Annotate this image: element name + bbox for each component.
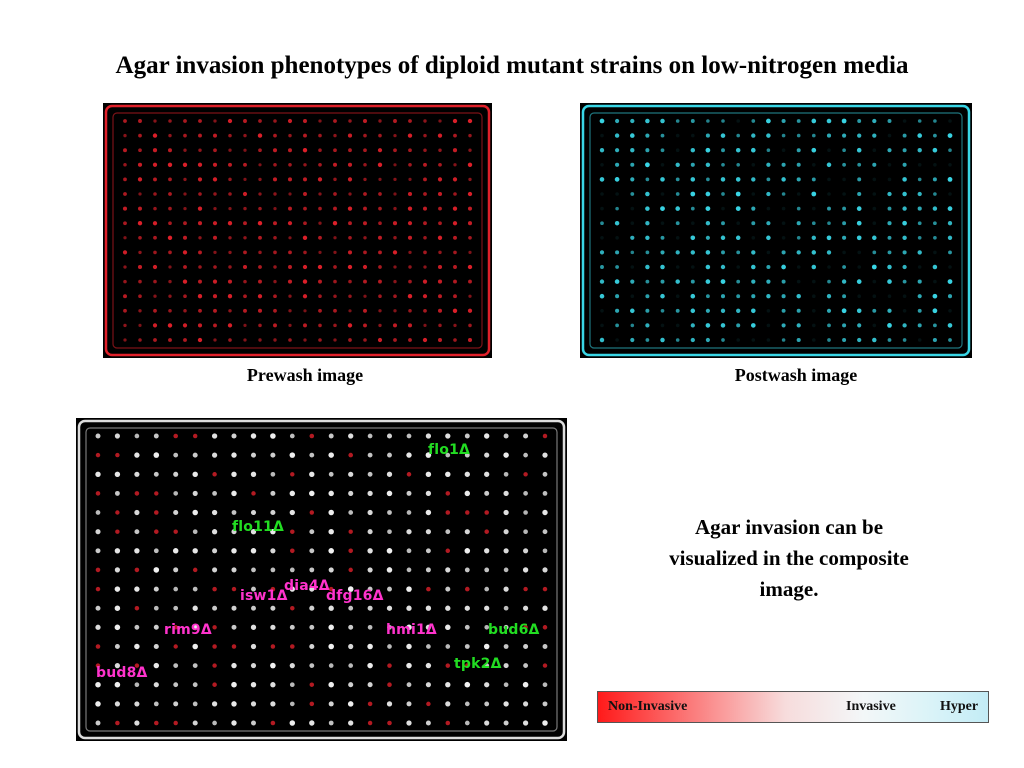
strain-label-isw1: isw1Δ [240,588,288,604]
scale-label-non-invasive: Non-Invasive [608,699,688,714]
strain-label-flo1: flo1Δ [428,442,471,458]
strain-label-dia4: dia4Δ [284,578,330,594]
postwash-caption: Postwash image [734,365,858,385]
strain-label-bud6: bud6Δ [488,622,540,638]
strain-label-dfg16: dfg16Δ [326,588,384,604]
prewash-caption: Prewash image [246,365,364,385]
figure-title: Agar invasion phenotypes of diploid muta… [115,52,909,79]
strain-label-flo11: flo11Δ [232,519,285,535]
postwash-plate-image [580,103,972,358]
prewash-plate-image [103,103,492,358]
strain-label-rim9: rim9Δ [164,622,212,638]
strain-label-bud8: bud8Δ [96,665,148,681]
invasion-color-scale: Non-Invasive Invasive Hyper [597,691,989,723]
composite-note: Agar invasion can be visualized in the c… [669,515,909,601]
scale-label-invasive: Invasive [846,699,896,714]
colony-spot-grid [95,433,548,726]
colony-spot-grid [599,118,953,343]
strain-label-hmi1: hmi1Δ [386,622,437,638]
composite-plate-image [76,418,567,741]
colony-spot-grid [122,118,473,343]
scale-label-hyper: Hyper [940,699,979,714]
strain-label-tpk2: tpk2Δ [454,656,502,672]
